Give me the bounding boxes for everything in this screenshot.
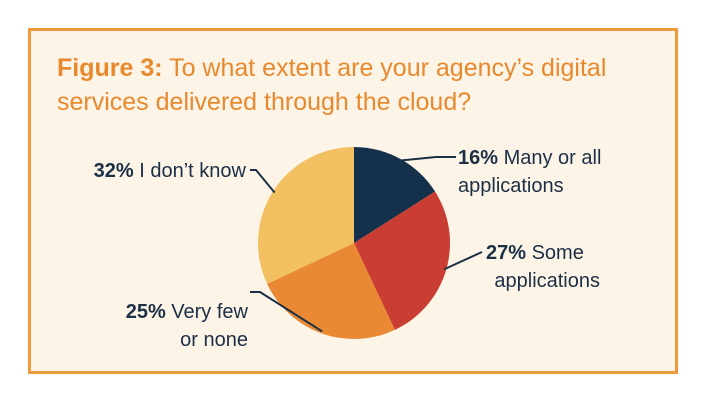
pie-slice-1 <box>354 147 436 243</box>
slice-label-text: Many or all <box>498 147 601 169</box>
leader-line-4 <box>250 169 276 194</box>
slice-label-text: Some <box>526 242 584 264</box>
chart-title: Figure 3: To what extent are your agency… <box>57 51 657 119</box>
slice-label-text: Very few <box>166 301 249 323</box>
slice-percent: 25% <box>126 301 166 323</box>
slice-label-1: 16% Many or all applications <box>458 147 601 197</box>
slice-label-text: I don’t know <box>134 160 247 182</box>
slice-label-4: 32% I don’t know <box>94 160 247 182</box>
pie-slice-4 <box>258 147 354 284</box>
slice-label-line2: or none <box>180 329 248 351</box>
slice-label-3: 25% Very few or none <box>126 301 249 351</box>
slice-label-2: 27% Some applications <box>486 242 600 292</box>
chart-title-text: To what extent are your agency’s digital… <box>57 54 607 116</box>
slice-percent: 27% <box>486 242 526 264</box>
leader-line-2 <box>443 251 483 271</box>
pie-slice-2 <box>354 191 450 330</box>
slice-percent: 16% <box>458 147 498 169</box>
figure-number: Figure 3: <box>57 54 163 82</box>
pie-slice-3 <box>267 243 395 339</box>
slice-label-line2: applications <box>494 270 600 292</box>
leader-line-1 <box>399 156 456 162</box>
leader-line-3 <box>250 291 323 333</box>
slice-percent: 32% <box>94 160 134 182</box>
slice-label-line2: applications <box>458 175 564 197</box>
